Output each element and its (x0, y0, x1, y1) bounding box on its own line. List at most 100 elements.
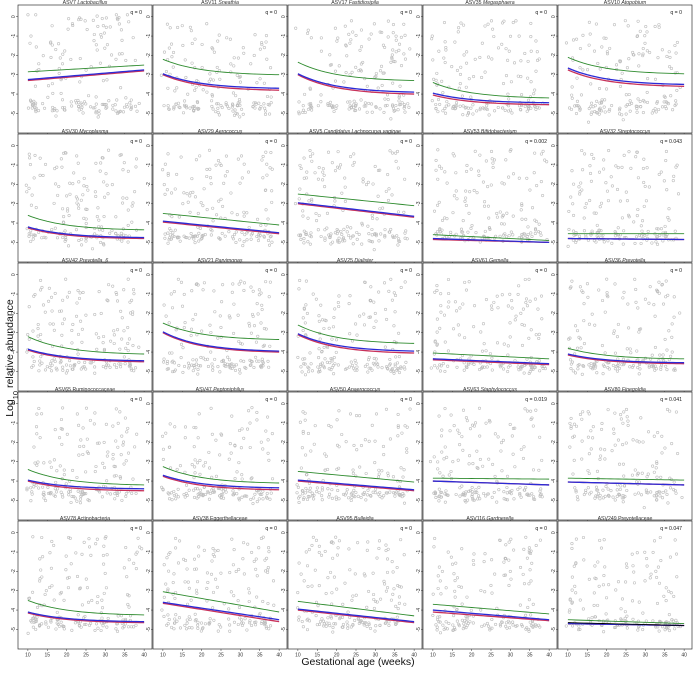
data-point (627, 92, 631, 97)
data-point (238, 238, 242, 242)
data-point (131, 477, 135, 481)
data-point (261, 447, 265, 451)
data-point (231, 103, 235, 107)
data-point (534, 39, 538, 43)
data-point (579, 93, 584, 97)
data-point (122, 329, 126, 333)
data-point (261, 535, 265, 539)
data-point (622, 290, 626, 294)
data-point (77, 453, 81, 457)
data-point (327, 326, 331, 330)
data-point (301, 489, 305, 493)
data-point (580, 417, 584, 421)
data-point (540, 458, 544, 462)
data-point (119, 453, 123, 457)
data-point (301, 431, 305, 435)
x-tick-label: 25 (623, 653, 629, 659)
data-point (240, 495, 244, 499)
data-point (105, 491, 109, 495)
data-point (248, 621, 252, 625)
data-point (450, 65, 454, 69)
data-point (242, 240, 246, 244)
data-point (510, 111, 514, 115)
data-point (96, 626, 100, 630)
data-point (394, 104, 398, 108)
data-point (603, 310, 607, 314)
y-tick-label: -2 (551, 440, 557, 445)
data-point (506, 58, 510, 62)
data-point (663, 224, 667, 228)
data-point (93, 371, 97, 375)
data-point (196, 626, 200, 630)
data-point (443, 60, 447, 65)
data-point (126, 208, 130, 212)
y-tick-label: -2 (416, 182, 422, 187)
data-point (534, 69, 538, 73)
data-point (588, 32, 592, 36)
data-point (351, 163, 355, 167)
data-point (382, 71, 386, 75)
data-point (635, 439, 639, 443)
y-tick-label: -2 (11, 569, 17, 574)
data-point (601, 372, 605, 376)
data-point (253, 492, 257, 496)
data-point (108, 231, 112, 235)
data-point (478, 497, 482, 501)
data-point (211, 490, 215, 494)
data-point (184, 104, 188, 108)
data-point (439, 434, 444, 438)
data-point (468, 427, 473, 431)
panel-title: ASV47 Peptoniphilus (196, 387, 245, 393)
data-point (297, 197, 301, 201)
data-point (119, 365, 123, 369)
data-point (170, 491, 174, 495)
data-point (400, 431, 404, 435)
y-tick-label: -5 (416, 240, 422, 245)
data-point (238, 75, 242, 79)
data-point (329, 425, 333, 429)
data-point (452, 154, 456, 158)
data-point (372, 248, 376, 252)
data-point (210, 362, 214, 366)
data-point (305, 628, 310, 632)
data-point (209, 330, 213, 335)
data-point (317, 319, 321, 323)
data-point (507, 558, 511, 562)
data-point (54, 47, 58, 52)
y-tick-label: -2 (146, 182, 152, 187)
data-point (498, 210, 502, 214)
data-point (374, 412, 379, 416)
data-point (394, 622, 398, 626)
data-point (174, 536, 178, 540)
data-point (571, 229, 576, 233)
data-point (78, 497, 83, 501)
data-point (454, 561, 458, 565)
data-point (375, 600, 379, 604)
data-point (79, 367, 83, 371)
data-point (306, 584, 310, 589)
data-point (455, 365, 459, 369)
data-point (82, 176, 86, 180)
y-tick-label: -4 (146, 221, 152, 226)
data-point (575, 99, 580, 103)
data-point (446, 364, 450, 368)
panel-title-genus: Prevotella_6 (79, 258, 108, 264)
data-point (537, 222, 541, 226)
data-point (394, 34, 398, 38)
data-point (61, 235, 65, 240)
data-point (479, 330, 483, 334)
data-point (44, 620, 48, 624)
data-point (52, 458, 56, 462)
data-point (654, 367, 658, 371)
data-point (436, 586, 440, 591)
data-point (397, 370, 402, 375)
data-point (59, 417, 64, 422)
scatter-points (431, 535, 542, 635)
data-point (46, 84, 51, 88)
y-tick-label: -2 (146, 311, 152, 316)
data-point (31, 329, 35, 333)
data-point (128, 300, 132, 304)
data-point (340, 232, 344, 236)
data-point (68, 359, 72, 363)
